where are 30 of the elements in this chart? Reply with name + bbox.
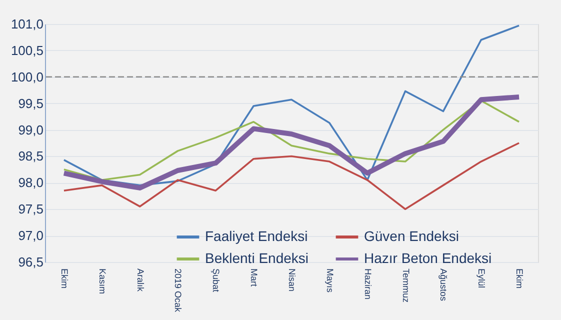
y-tick-label: 99,0 <box>18 122 44 138</box>
x-tick-label: Mayıs <box>324 268 335 294</box>
x-tick-label: Mart <box>249 268 260 287</box>
x-tick-label: Haziran <box>362 268 373 300</box>
x-tick-label: Kasım <box>97 268 108 294</box>
y-tick-label: 96,5 <box>18 254 44 270</box>
legend-label: Faaliyet Endeksi <box>205 228 308 244</box>
y-tick-label: 100,0 <box>10 69 44 84</box>
x-tick-label: Nisan <box>287 268 297 292</box>
line-series <box>63 24 520 186</box>
legend-label: Beklenti Endeksi <box>205 250 309 266</box>
x-tick-label: Eylül <box>476 268 487 288</box>
x-tick-label: Aralık <box>135 268 146 292</box>
y-tick-label: 100,5 <box>10 42 44 58</box>
y-tick-label: 98,0 <box>18 175 44 190</box>
line-series <box>63 100 520 181</box>
y-tick-label: 101,0 <box>10 16 44 32</box>
x-tick-label: Ekim <box>514 268 525 288</box>
y-tick-label: 98,5 <box>18 148 44 164</box>
x-tick-label: Temmuz <box>400 268 411 304</box>
y-tick-label: 97,5 <box>18 202 44 217</box>
x-tick-label: Şubat <box>211 268 222 293</box>
y-tick-label: 97,0 <box>18 228 44 244</box>
y-tick-label: 99,5 <box>18 96 44 111</box>
x-tick-label: Ağustos <box>438 268 449 302</box>
line-series <box>63 142 520 210</box>
legend-label: Güven Endeksi <box>364 228 459 244</box>
x-tick-label: 2019 Ocak <box>173 268 184 313</box>
legend-label: Hazır Beton Endeksi <box>364 250 492 266</box>
x-tick-label: Ekim <box>59 268 70 288</box>
